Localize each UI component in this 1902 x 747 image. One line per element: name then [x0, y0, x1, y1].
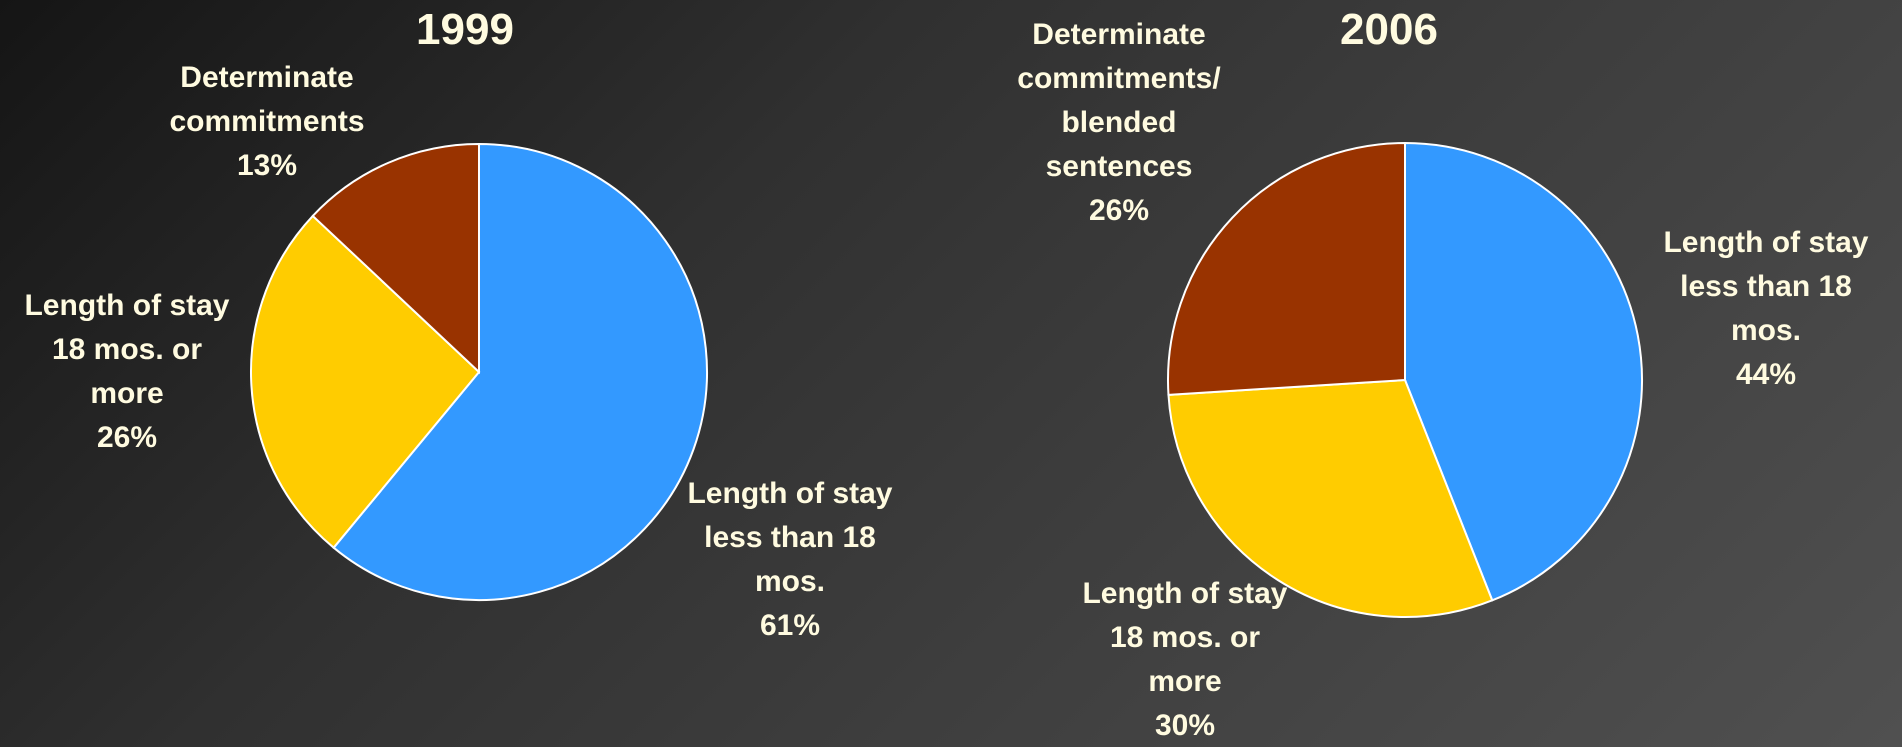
- slice-label-18-months-or-more: Length of stay 18 mos. or more 26%: [24, 289, 229, 454]
- slice-label-under-18-months: Length of stay less than 18 mos. 44%: [1663, 226, 1868, 391]
- slice-under-18-months: [1404, 141, 1643, 602]
- pie-labels: Length of stay less than 18 mos. 44% Length …: [1017, 18, 1869, 742]
- chart-title: 1999: [416, 5, 514, 54]
- pie-slices: [250, 142, 708, 601]
- slice-label-determinate-commitments: Determinate commitments/blended sentences 2…: [1017, 18, 1221, 227]
- slice-label-determinate-commitments: Determinate commitments 13%: [169, 61, 364, 182]
- slice-label-under-18-months: Length of stay less than 18 mos. 61%: [687, 477, 892, 642]
- slice-determinate-commitments: [311, 142, 480, 375]
- pie-labels: Length of stay less than 18 mos. 61% Length …: [24, 61, 892, 642]
- pie-chart-1999: 1999 Length of stay less than 18 mos. 61%Le…: [24, 5, 892, 642]
- slice-18-months-or-more: [1167, 378, 1494, 619]
- pie-slices: [1167, 141, 1643, 619]
- slice-label-18-months-or-more: Length of stay 18 mos. or more 30%: [1082, 577, 1287, 742]
- pie-chart-2006: 2006 Length of stay less than 18 mos. 44%Le…: [1017, 5, 1869, 742]
- slice-determinate-commitments: [1167, 141, 1406, 396]
- slice-18-months-or-more: [250, 214, 481, 550]
- slice-under-18-months: [332, 142, 708, 601]
- chart-title: 2006: [1340, 5, 1438, 54]
